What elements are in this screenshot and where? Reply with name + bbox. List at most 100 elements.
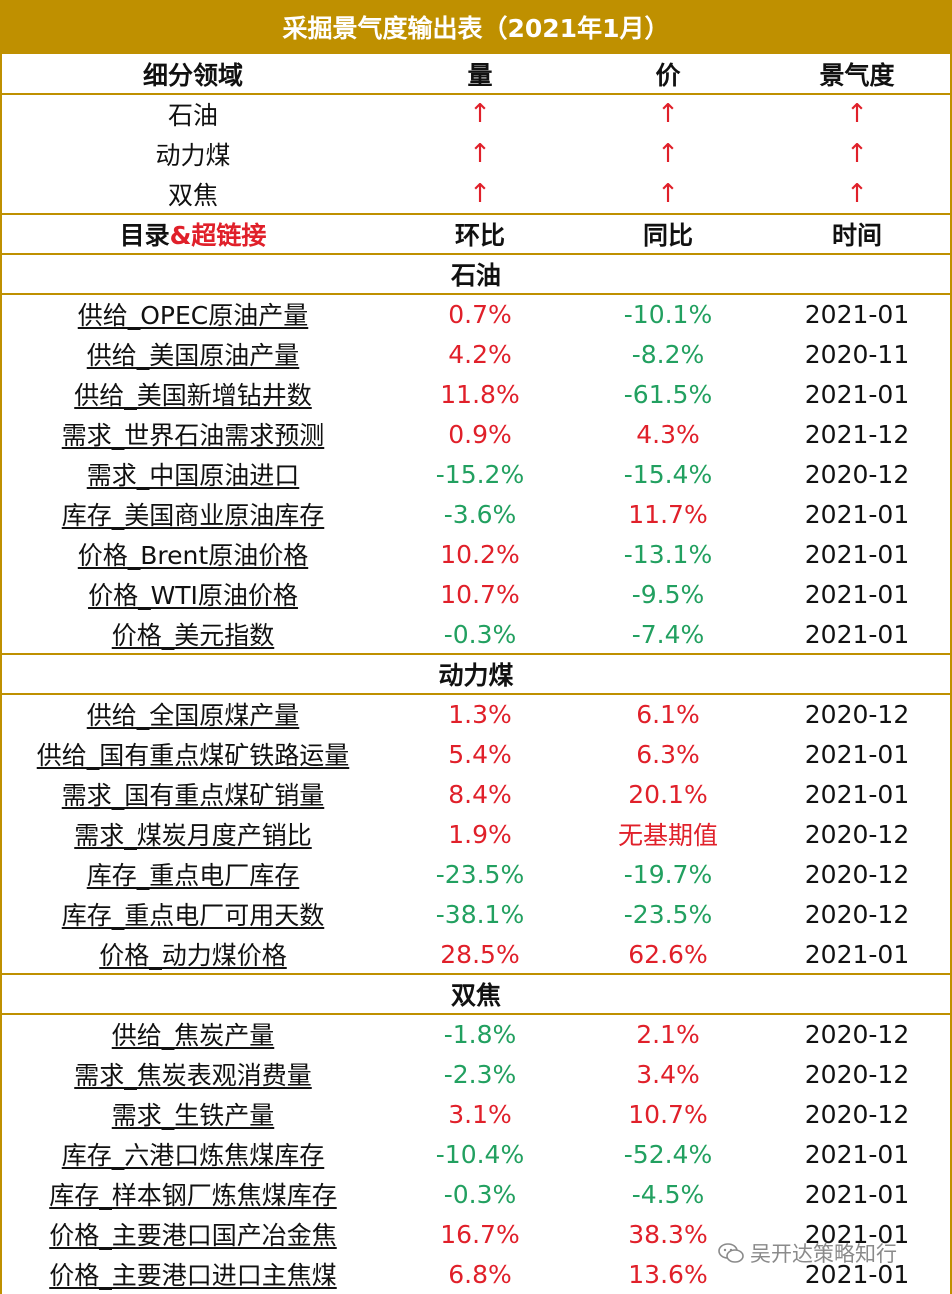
divider bbox=[0, 253, 952, 255]
yoy-value: -61.5% bbox=[623, 379, 713, 409]
indicator-link[interactable]: 需求_世界石油需求预测 bbox=[61, 421, 325, 450]
climate-up-arrow-icon: ↑ bbox=[846, 99, 868, 129]
mom-value: 5.4% bbox=[448, 739, 512, 769]
header-date: 时间 bbox=[831, 221, 882, 250]
indicator-link[interactable]: 需求_生铁产量 bbox=[111, 1101, 275, 1130]
mom-value: -23.5% bbox=[435, 859, 525, 889]
volume-up-arrow-icon: ↑ bbox=[469, 179, 491, 209]
yoy-value: 6.1% bbox=[636, 699, 700, 729]
mom-value: 28.5% bbox=[440, 939, 520, 969]
date-value: 2021-01 bbox=[804, 499, 910, 529]
climate-up-arrow-icon: ↑ bbox=[846, 139, 868, 169]
watermark-text: 吴开达策略知行 bbox=[750, 1242, 897, 1266]
divider bbox=[0, 973, 952, 975]
yoy-value: -4.5% bbox=[631, 1179, 705, 1209]
mom-value: -0.3% bbox=[443, 1179, 517, 1209]
section-title: 石油 bbox=[450, 261, 501, 290]
date-value: 2021-01 bbox=[804, 779, 910, 809]
yoy-value: -8.2% bbox=[631, 339, 705, 369]
indicator-link[interactable]: 库存_美国商业原油库存 bbox=[61, 501, 325, 530]
indicator-link[interactable]: 供给_OPEC原油产量 bbox=[77, 301, 309, 330]
date-value: 2020-12 bbox=[804, 819, 910, 849]
mom-value: -15.2% bbox=[435, 459, 525, 489]
header-row-detail: 目录 &超链接 环比 同比 时间 bbox=[0, 214, 952, 254]
table-row: 库存_重点电厂可用天数 -38.1% -23.5% 2020-12 bbox=[0, 894, 952, 934]
header-row-summary: 细分领域 量 价 景气度 bbox=[0, 54, 952, 94]
header-hyperlink-label: &超链接 bbox=[169, 221, 267, 250]
indicator-link[interactable]: 供给_焦炭产量 bbox=[111, 1021, 275, 1050]
price-up-arrow-icon: ↑ bbox=[657, 139, 679, 169]
table-row: 价格_Brent原油价格 10.2% -13.1% 2021-01 bbox=[0, 534, 952, 574]
mom-value: -38.1% bbox=[435, 899, 525, 929]
yoy-value: -52.4% bbox=[623, 1139, 713, 1169]
indicator-link[interactable]: 价格_主要港口进口主焦煤 bbox=[49, 1261, 337, 1290]
table-row: 供给_美国原油产量 4.2% -8.2% 2020-11 bbox=[0, 334, 952, 374]
yoy-value: 3.4% bbox=[636, 1059, 700, 1089]
indicator-link[interactable]: 供给_美国新增钻井数 bbox=[74, 381, 312, 410]
indicator-link[interactable]: 价格_美元指数 bbox=[111, 621, 275, 650]
table-row: 供给_OPEC原油产量 0.7% -10.1% 2021-01 bbox=[0, 294, 952, 334]
divider bbox=[0, 1013, 952, 1015]
date-value: 2021-01 bbox=[804, 539, 910, 569]
date-value: 2021-01 bbox=[804, 1259, 910, 1289]
table-row: 供给_国有重点煤矿铁路运量 5.4% 6.3% 2021-01 bbox=[0, 734, 952, 774]
indicator-link[interactable]: 库存_样本钢厂炼焦煤库存 bbox=[49, 1181, 337, 1210]
right-border bbox=[950, 54, 952, 1294]
price-up-arrow-icon: ↑ bbox=[657, 179, 679, 209]
yoy-value: -7.4% bbox=[631, 619, 705, 649]
indicator-link[interactable]: 价格_主要港口国产冶金焦 bbox=[49, 1221, 337, 1250]
header-mom: 环比 bbox=[454, 221, 505, 250]
yoy-value: -13.1% bbox=[623, 539, 713, 569]
table-row: 价格_主要港口进口主焦煤 6.8% 13.6% 2021-01 bbox=[0, 1254, 952, 1294]
header-directory-label: 目录 bbox=[119, 221, 170, 250]
divider bbox=[0, 693, 952, 695]
header-cell-3: 景气度 bbox=[819, 61, 895, 90]
header-cell-0: 细分领域 bbox=[142, 61, 243, 90]
mom-value: 3.1% bbox=[448, 1099, 512, 1129]
yoy-value: 13.6% bbox=[628, 1259, 708, 1289]
yoy-value: -23.5% bbox=[623, 899, 713, 929]
indicator-link[interactable]: 供给_美国原油产量 bbox=[86, 341, 300, 370]
mom-value: 4.2% bbox=[448, 339, 512, 369]
indicator-link[interactable]: 需求_煤炭月度产销比 bbox=[74, 821, 312, 850]
yoy-value: 20.1% bbox=[628, 779, 708, 809]
date-value: 2020-12 bbox=[804, 859, 910, 889]
summary-sector-name: 双焦 bbox=[167, 181, 218, 210]
date-value: 2020-12 bbox=[804, 1099, 910, 1129]
indicator-link[interactable]: 供给_国有重点煤矿铁路运量 bbox=[36, 741, 350, 770]
table-row: 价格_动力煤价格 28.5% 62.6% 2021-01 bbox=[0, 934, 952, 974]
indicator-link[interactable]: 库存_六港口炼焦煤库存 bbox=[61, 1141, 325, 1170]
table-row: 需求_中国原油进口 -15.2% -15.4% 2020-12 bbox=[0, 454, 952, 494]
table-row: 供给_全国原煤产量 1.3% 6.1% 2020-12 bbox=[0, 694, 952, 734]
indicator-link[interactable]: 价格_WTI原油价格 bbox=[88, 581, 298, 610]
date-value: 2021-01 bbox=[804, 299, 910, 329]
indicator-link[interactable]: 供给_全国原煤产量 bbox=[86, 701, 300, 730]
header-cell-1: 量 bbox=[467, 61, 493, 90]
mom-value: 10.7% bbox=[440, 579, 520, 609]
indicator-link[interactable]: 价格_动力煤价格 bbox=[99, 941, 287, 970]
mom-value: 11.8% bbox=[440, 379, 520, 409]
indicator-link[interactable]: 需求_中国原油进口 bbox=[86, 461, 300, 490]
indicator-link[interactable]: 库存_重点电厂可用天数 bbox=[61, 901, 325, 930]
summary-sector-name: 石油 bbox=[167, 101, 218, 130]
yoy-value: 2.1% bbox=[636, 1019, 700, 1049]
table-row: 价格_主要港口国产冶金焦 16.7% 38.3% 2021-01 bbox=[0, 1214, 952, 1254]
wechat-icon bbox=[718, 1243, 744, 1263]
date-value: 2021-01 bbox=[804, 379, 910, 409]
indicator-link[interactable]: 价格_Brent原油价格 bbox=[77, 541, 309, 570]
yoy-value: 11.7% bbox=[628, 499, 708, 529]
table-row: 价格_WTI原油价格 10.7% -9.5% 2021-01 bbox=[0, 574, 952, 614]
table-row: 需求_国有重点煤矿销量 8.4% 20.1% 2021-01 bbox=[0, 774, 952, 814]
indicator-link[interactable]: 需求_焦炭表观消费量 bbox=[74, 1061, 312, 1090]
date-value: 2021-01 bbox=[804, 1219, 910, 1249]
yoy-value: 4.3% bbox=[636, 419, 700, 449]
mom-value: 1.9% bbox=[448, 819, 512, 849]
volume-up-arrow-icon: ↑ bbox=[469, 139, 491, 169]
summary-row: 动力煤 ↑ ↑ ↑ bbox=[0, 134, 952, 174]
mom-value: -1.8% bbox=[443, 1019, 517, 1049]
header-yoy: 同比 bbox=[642, 221, 693, 250]
indicator-link[interactable]: 库存_重点电厂库存 bbox=[86, 861, 300, 890]
divider bbox=[0, 213, 952, 215]
indicator-link[interactable]: 需求_国有重点煤矿销量 bbox=[61, 781, 325, 810]
yoy-value: -19.7% bbox=[623, 859, 713, 889]
